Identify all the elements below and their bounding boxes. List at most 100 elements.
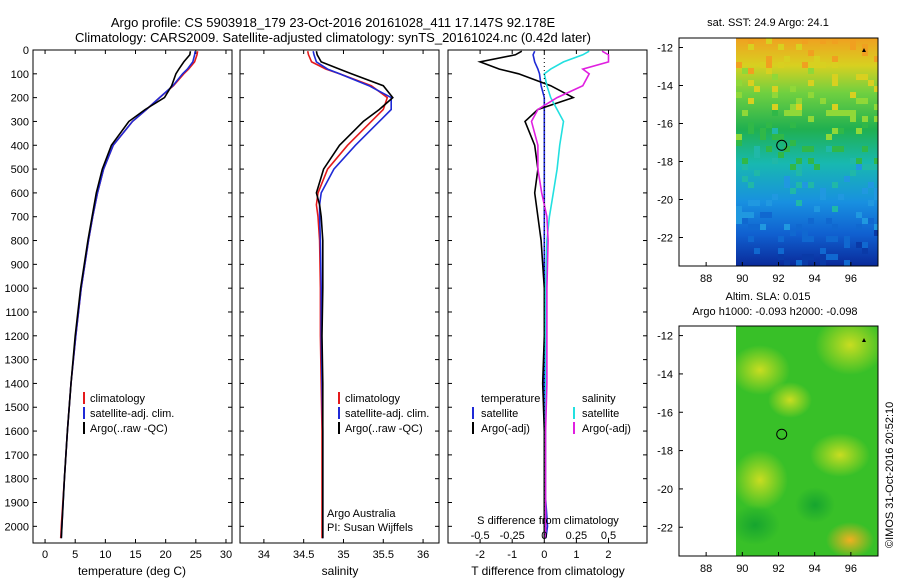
sst-pixel (796, 164, 802, 170)
sst-pixel (868, 182, 874, 188)
temperature-xlabel: temperature (deg C) (78, 564, 186, 578)
map-y-tick-label: -18 (657, 157, 673, 169)
sst-float-marker (776, 139, 788, 151)
sst-pixel (820, 248, 826, 254)
legend-title-salinity: salinity (582, 393, 616, 405)
sst-pixel (742, 212, 748, 218)
y-tick-label: 500 (11, 164, 29, 176)
sst-pixel (844, 260, 850, 266)
sst-pixel (790, 140, 796, 146)
map-x-tick-label: 90 (736, 273, 748, 285)
sst-pixel (856, 212, 862, 218)
sst-pixel (868, 164, 874, 170)
credit-text: ©IMOS 31-Oct-2016 20:52:10 (884, 402, 896, 548)
sst-pixel (862, 188, 868, 194)
sst-pixel (766, 122, 772, 128)
sst-pixel (796, 182, 802, 188)
sst-pixel (778, 254, 784, 260)
sst-pixel (814, 164, 820, 170)
sst-pixel (814, 206, 820, 212)
sla-blob-orange (826, 522, 874, 556)
map-y-tick-label: -20 (657, 484, 673, 496)
sst-pixel (784, 182, 790, 188)
sla-blob-dark (736, 505, 780, 545)
sst-pixel (874, 116, 878, 122)
sst-pixel (856, 242, 862, 248)
x-tick-label: 36 (417, 549, 429, 561)
x-tick-label: -2 (475, 549, 485, 561)
sst-pixel (862, 116, 868, 122)
sst-pixel (832, 56, 838, 62)
sst-pixel (748, 224, 754, 230)
sst-pixel (766, 68, 772, 74)
map-y-tick-label: -16 (657, 407, 673, 419)
temperature-panel-frame (32, 49, 233, 544)
x-tick-label: 20 (160, 549, 172, 561)
sst-pixel (850, 170, 856, 176)
sst-pixel (874, 230, 878, 236)
sst-pixel (748, 200, 754, 206)
sst-pixel (826, 134, 832, 140)
sst-pixel (832, 38, 838, 44)
sst-pixel (748, 122, 754, 128)
y-tick-label: 1800 (5, 474, 29, 486)
sst-pixel (874, 158, 878, 164)
sst-pixel (760, 128, 766, 134)
sst-pixel (790, 230, 796, 236)
sla-blob (736, 345, 790, 395)
title-line-2: Climatology: CARS2009. Satellite-adjuste… (75, 30, 591, 45)
sst-pixel (874, 164, 878, 170)
sst-pixel (754, 170, 760, 176)
legend-argo: Argo(..raw -QC) (345, 423, 423, 435)
x-tick-label: 5 (72, 549, 78, 561)
sst-pixel (748, 38, 754, 44)
s-tick-label: 0.5 (601, 530, 616, 542)
y-tick-label: 1500 (5, 402, 29, 414)
sst-pixel (748, 68, 754, 74)
sst-pixel (874, 56, 878, 62)
y-tick-label: 0 (23, 45, 29, 57)
sst-pixel (808, 236, 814, 242)
x-tick-label: 25 (190, 549, 202, 561)
sst-pixel (844, 242, 850, 248)
sst-pixel (862, 146, 868, 152)
sst-pixel (808, 80, 814, 86)
sst-pixel (754, 224, 760, 230)
series-line (477, 50, 576, 539)
sst-pixel (820, 188, 826, 194)
sst-pixel (784, 176, 790, 182)
sst-pixel (820, 254, 826, 260)
series-line (530, 50, 610, 539)
sst-pixel (742, 218, 748, 224)
difference-panel-frame (447, 49, 648, 544)
sst-pixel (856, 98, 862, 104)
sst-pixel (754, 248, 760, 254)
salinity-xlabel: salinity (322, 564, 359, 578)
sst-pixel (760, 212, 766, 218)
sst-pixel (772, 74, 778, 80)
sst-pixel (856, 164, 862, 170)
sst-pixel (832, 80, 838, 86)
sst-pixel (772, 194, 778, 200)
sla-map (736, 326, 878, 556)
sst-pixel (748, 98, 754, 104)
map-y-tick-label: -22 (657, 522, 673, 534)
sst-pixel (766, 146, 772, 152)
sst-pixel (820, 38, 826, 44)
y-tick-label: 800 (11, 236, 29, 248)
sst-pixel (808, 254, 814, 260)
map-x-tick-label: 90 (736, 563, 748, 575)
y-tick-label: 600 (11, 188, 29, 200)
sst-pixel (796, 158, 802, 164)
sst-pixel (808, 182, 814, 188)
sst-pixel (772, 128, 778, 134)
map-y-tick-label: -16 (657, 119, 673, 131)
sst-pixel (832, 62, 838, 68)
sst-pixel (736, 212, 742, 218)
sst-pixel (808, 146, 814, 152)
legend-t-argo: Argo(-adj) (481, 423, 530, 435)
sst-pixel (796, 44, 802, 50)
sst-pixel (820, 194, 826, 200)
sst-pixel (754, 200, 760, 206)
sst-pixel (862, 248, 868, 254)
